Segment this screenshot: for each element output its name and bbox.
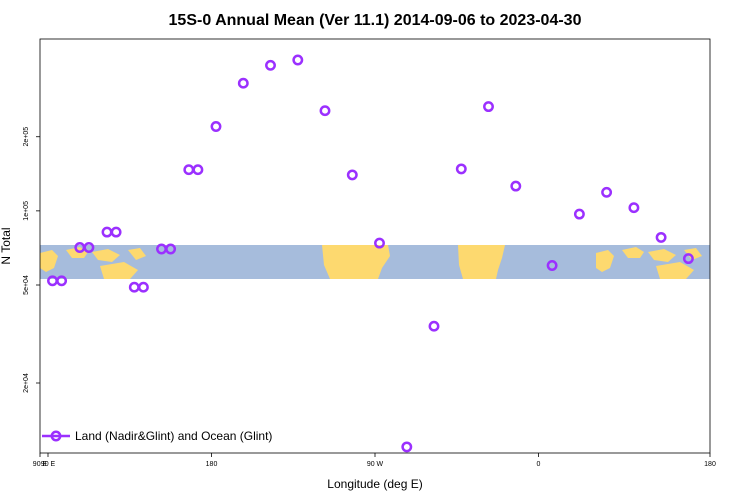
data-points bbox=[47, 54, 694, 453]
y-tick-label: 5e+04 bbox=[23, 275, 30, 295]
data-point bbox=[346, 169, 358, 181]
data-point bbox=[546, 260, 558, 271]
data-point bbox=[192, 164, 204, 176]
data-point bbox=[483, 101, 494, 113]
land-south-america bbox=[458, 245, 505, 279]
x-tick-label: 0 bbox=[537, 461, 541, 468]
x-tick-label: 180 bbox=[704, 461, 716, 468]
data-point bbox=[401, 441, 413, 453]
x-tick-label: 90 E bbox=[33, 461, 48, 468]
data-point bbox=[56, 275, 68, 287]
data-point bbox=[510, 180, 522, 192]
y-tick-label: 2e+04 bbox=[23, 373, 30, 393]
x-tick-label: 180 bbox=[206, 461, 218, 468]
y-tick-label: 1e+05 bbox=[23, 201, 30, 221]
data-point bbox=[374, 237, 385, 249]
data-point bbox=[110, 226, 122, 238]
data-point bbox=[83, 242, 95, 253]
data-point bbox=[210, 121, 222, 132]
data-point bbox=[292, 54, 304, 66]
x-axis: 90 E 180 90 W 0 90 E 180 bbox=[33, 453, 716, 468]
data-point bbox=[265, 59, 276, 71]
chart-title: 15S-0 Annual Mean (Ver 11.1) 2014-09-06 … bbox=[169, 12, 582, 29]
data-point bbox=[682, 253, 694, 265]
data-point bbox=[128, 281, 140, 293]
y-axis: 2e+04 5e+04 1e+05 2e+05 bbox=[23, 127, 40, 393]
data-point bbox=[237, 77, 249, 89]
background-map bbox=[40, 245, 710, 279]
data-point bbox=[137, 281, 149, 293]
data-point bbox=[628, 202, 640, 214]
x-tick-label: 90 W bbox=[367, 461, 384, 468]
data-point bbox=[573, 208, 585, 220]
y-axis-label: N Total bbox=[0, 227, 13, 264]
legend-label: Land (Nadir&Glint) and Ocean (Glint) bbox=[75, 429, 272, 443]
x-tick-label: 90 E bbox=[41, 461, 56, 468]
y-tick-label: 2e+05 bbox=[23, 127, 30, 147]
data-point bbox=[455, 163, 467, 175]
data-point bbox=[428, 320, 440, 332]
data-point bbox=[601, 186, 613, 198]
land-africa bbox=[322, 245, 390, 279]
data-point bbox=[319, 105, 331, 117]
data-point bbox=[655, 231, 667, 243]
legend: Land (Nadir&Glint) and Ocean (Glint) bbox=[42, 429, 272, 443]
data-point bbox=[183, 164, 195, 176]
data-point bbox=[101, 226, 113, 238]
x-axis-label: Longitude (deg E) bbox=[327, 477, 422, 491]
legend-marker bbox=[50, 430, 62, 442]
data-point bbox=[165, 243, 177, 255]
land-maritime-right bbox=[596, 247, 702, 279]
